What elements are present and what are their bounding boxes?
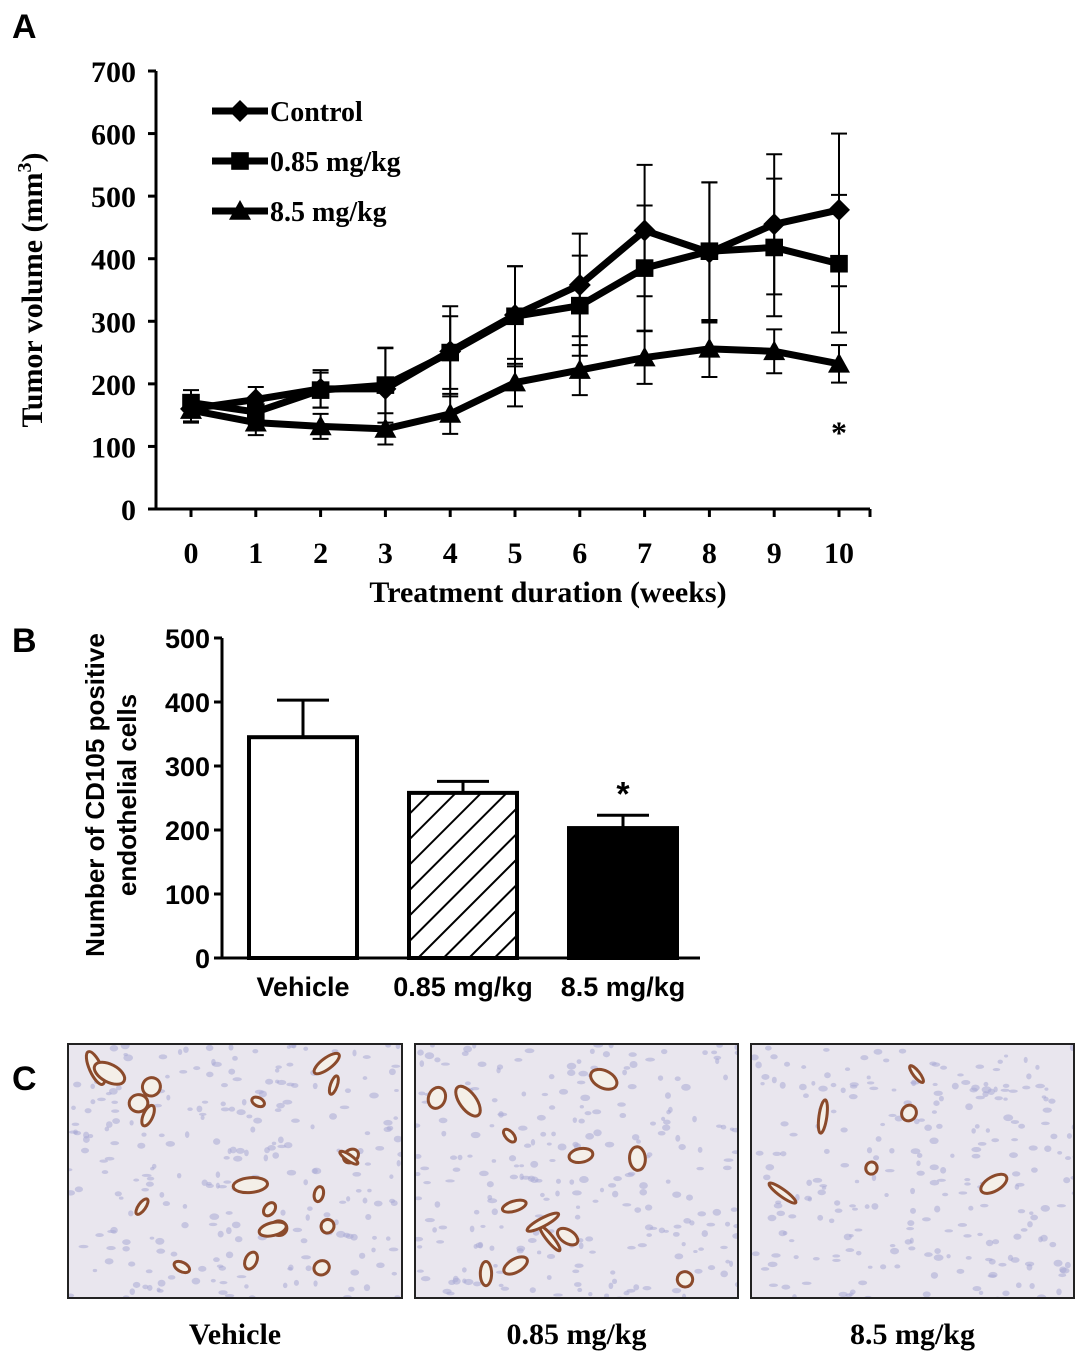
data-point [180,399,202,419]
data-point [506,307,524,326]
micrograph-tissue [69,1045,401,1297]
bar [247,735,359,961]
tumor-volume-line-chart: 0 100 200 300 400 500 600 700 0 1 2 3 4 5 6 7 8 9 10 Treatm… [14,56,872,609]
y-tick-label: 100 [165,880,210,910]
y-tick-label: 700 [91,56,136,89]
x-tick-label: 9 [767,537,782,570]
cd105-bar-chart: 0 100 200 300 400 500 Number of CD105 positive… [80,624,700,1002]
data-point [571,296,589,315]
y-axis-label: Number of CD105 positiveendothelial cell… [80,633,142,957]
data-point [830,254,848,273]
data-point [763,340,786,361]
data-point [244,411,267,432]
micrograph-1 [67,1043,403,1299]
legend-label: 8.5 mg/kg [270,197,387,228]
panel-label-b: B [12,622,37,660]
x-tick-label: 4 [443,537,458,570]
x-axis-label: Treatment duration (weeks) [369,576,726,609]
data-point [635,259,654,277]
y-tick-label: 200 [165,816,210,846]
x-tick-label: Vehicle [256,972,349,1002]
data-point [439,402,462,423]
panel-label-c: C [12,1060,37,1098]
x-tick-label: 8.5 mg/kg [561,972,686,1002]
y-tick-label: 100 [91,431,136,464]
micrograph-caption: 8.5 mg/kg [849,1318,975,1351]
x-tick-label: 6 [572,537,587,570]
significance-star: * [831,414,847,450]
x-tick-label: 0 [184,537,199,570]
x-tick-label: 7 [637,537,652,570]
series-2 [180,319,850,446]
data-point [504,371,526,392]
data-point [374,417,397,438]
legend-label: 0.85 mg/kg [270,147,401,178]
bar [407,790,519,960]
y-tick-label: 500 [165,624,210,654]
data-point [376,376,395,394]
y-tick-label: 500 [91,181,136,214]
micrograph-2 [414,1043,739,1299]
data-point [441,343,459,362]
x-tick-label: 3 [378,537,393,570]
y-tick-label: 600 [91,119,136,152]
y-tick-label: 300 [91,306,136,339]
data-point [633,346,656,367]
panel-label-a: A [12,8,37,46]
legend-marker [229,200,251,220]
legend-marker [229,100,251,122]
x-tick-label: 1 [248,537,263,570]
y-tick-label: 400 [165,688,210,718]
legend-label: Control [270,97,363,128]
x-tick-label: 8 [702,537,717,570]
data-point [698,337,721,358]
bar [567,826,679,961]
data-point [828,352,850,373]
micrograph-tissue [752,1045,1073,1297]
micrograph-caption: 0.85 mg/kg [506,1318,647,1351]
x-tick-label: 5 [508,537,523,570]
micrograph-tissue [416,1045,737,1297]
y-tick-label: 300 [165,752,210,782]
y-tick-label: 0 [121,494,136,527]
significance-star: * [616,775,630,813]
y-tick-label: 200 [91,369,136,402]
micrograph-caption: Vehicle [188,1318,282,1351]
data-point [309,415,332,436]
legend-marker [231,152,249,170]
x-tick-label: 0.85 mg/kg [393,972,533,1002]
data-point [568,359,591,379]
data-point [765,238,783,257]
data-point [311,381,330,399]
data-point [700,242,719,261]
y-tick-label: 0 [195,944,210,974]
y-axis-label: Tumor volume (mm3) [14,153,49,428]
x-tick-label: 10 [824,537,854,570]
micrograph-3 [750,1043,1075,1299]
x-tick-label: 2 [313,537,328,570]
y-tick-label: 400 [91,244,136,277]
